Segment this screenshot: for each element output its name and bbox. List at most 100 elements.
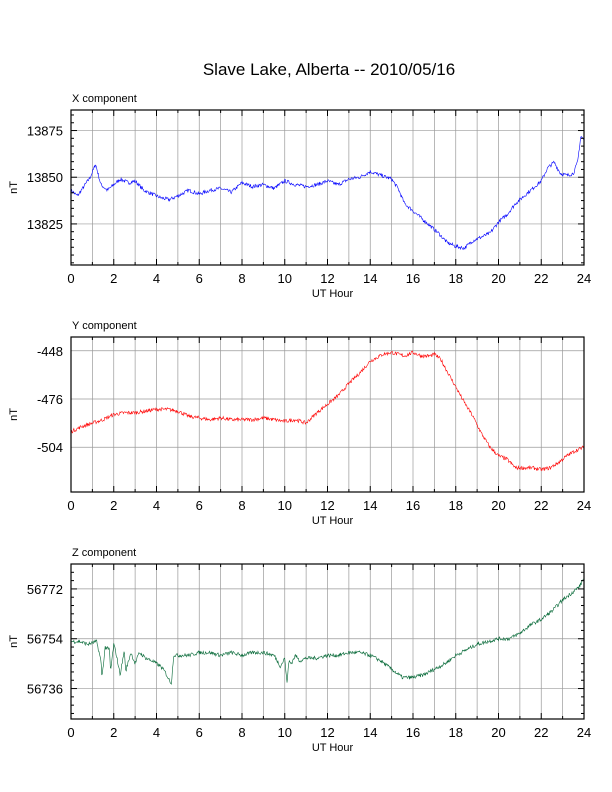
- x-tick-label: 0: [67, 498, 74, 513]
- data-point: [567, 175, 568, 176]
- data-point: [291, 663, 292, 664]
- data-point: [376, 357, 377, 358]
- data-point: [113, 414, 114, 415]
- data-point: [541, 619, 542, 620]
- data-point: [577, 162, 578, 163]
- data-point: [567, 455, 568, 456]
- data-point: [359, 177, 360, 178]
- data-point: [327, 655, 328, 656]
- data-point: [242, 419, 243, 420]
- y-tick-label: -448: [37, 344, 63, 359]
- data-point: [135, 181, 136, 182]
- panel-x-component: X component 0 2 4 6 8 10 12 14 16 18 20 22 241382513…: [8, 93, 591, 300]
- x-tick-label: 12: [320, 498, 334, 513]
- data-point: [199, 652, 200, 653]
- data-point: [580, 136, 581, 137]
- data-point: [423, 674, 424, 675]
- data-point: [515, 467, 516, 468]
- data-point: [165, 672, 166, 673]
- x-tick-label: 20: [491, 725, 505, 740]
- data-point: [274, 188, 275, 189]
- data-point: [113, 644, 114, 645]
- data-point: [177, 196, 178, 197]
- x-tick-label: 10: [278, 725, 292, 740]
- y-tick-label: -504: [37, 440, 63, 455]
- x-tick-label: 12: [320, 725, 334, 740]
- x-tick-label: 8: [238, 725, 245, 740]
- data-point: [101, 184, 102, 185]
- data-point: [295, 184, 296, 185]
- data-point: [402, 677, 403, 678]
- data-point: [101, 660, 102, 661]
- data-point: [490, 447, 491, 448]
- x-tick-label: 22: [534, 271, 548, 286]
- data-point: [124, 412, 125, 413]
- x-tick-label: 4: [153, 498, 160, 513]
- data-point: [547, 167, 548, 168]
- data-point: [464, 248, 465, 249]
- data-point: [509, 638, 510, 639]
- data-point: [152, 194, 153, 195]
- grid-y: [71, 337, 584, 492]
- y-tick-label: 56754: [27, 632, 63, 647]
- x-tick-label: 6: [196, 725, 203, 740]
- series-y: [70, 350, 585, 472]
- data-point: [359, 373, 360, 374]
- data-point: [171, 683, 172, 684]
- grid-z: [71, 564, 584, 719]
- x-tick-label: 4: [153, 271, 160, 286]
- x-tick-label: 4: [153, 725, 160, 740]
- data-point: [498, 222, 499, 223]
- data-point: [562, 600, 563, 601]
- data-point: [220, 188, 221, 189]
- data-point: [120, 179, 121, 180]
- data-point: [498, 638, 499, 639]
- data-point: [472, 240, 473, 241]
- data-point: [515, 203, 516, 204]
- data-point: [125, 672, 126, 673]
- data-point: [455, 246, 456, 247]
- data-point: [143, 190, 144, 191]
- data-point: [110, 672, 111, 673]
- data-point: [242, 655, 243, 656]
- data-point: [398, 188, 399, 189]
- x-tick-label: 10: [278, 498, 292, 513]
- data-point: [274, 655, 275, 656]
- data-point: [430, 225, 431, 226]
- data-point: [220, 418, 221, 419]
- data-point: [299, 660, 300, 661]
- data-point: [558, 462, 559, 463]
- data-point: [507, 459, 508, 460]
- x-tick-label: 16: [406, 271, 420, 286]
- data-point: [188, 655, 189, 656]
- data-point: [391, 352, 392, 353]
- x-tick-label: 2: [110, 271, 117, 286]
- data-point: [289, 660, 290, 661]
- data-point: [109, 649, 110, 650]
- data-point: [579, 586, 580, 587]
- data-point: [481, 237, 482, 238]
- data-point: [210, 190, 211, 191]
- data-point: [220, 655, 221, 656]
- y-tick-label: 13825: [27, 217, 63, 232]
- data-point: [105, 647, 106, 648]
- x-tick-label: 18: [449, 725, 463, 740]
- data-point: [327, 181, 328, 182]
- data-point: [464, 402, 465, 403]
- data-point: [524, 196, 525, 197]
- panel-title-y: Y component: [72, 320, 137, 332]
- data-point: [381, 175, 382, 176]
- data-point: [370, 655, 371, 656]
- x-tick-label: 8: [238, 498, 245, 513]
- y-axis-label-x: nT: [8, 181, 20, 194]
- data-point: [83, 186, 84, 187]
- panel-title-z: Z component: [72, 547, 136, 559]
- data-point: [552, 611, 553, 612]
- data-point: [128, 182, 129, 183]
- data-point: [560, 173, 561, 174]
- x-tick-label: 14: [363, 271, 377, 286]
- data-point: [79, 641, 80, 642]
- data-point: [421, 218, 422, 219]
- data-point: [383, 354, 384, 355]
